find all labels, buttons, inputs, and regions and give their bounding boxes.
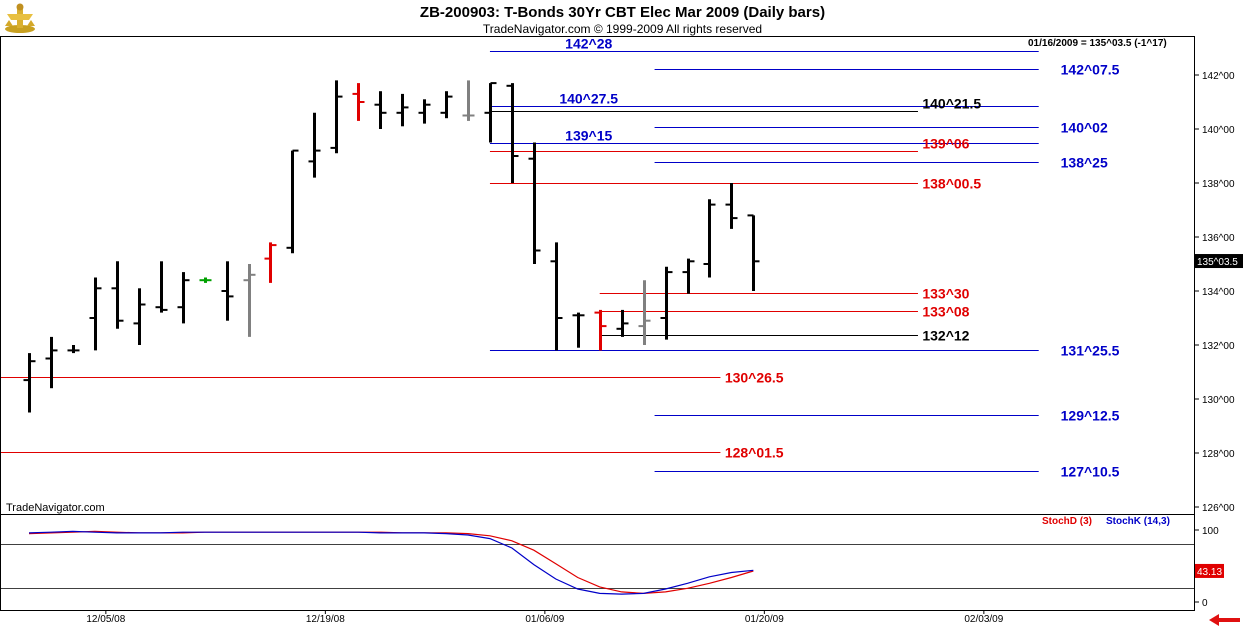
date-tick-label: 12/05/08 <box>86 614 125 625</box>
last-price-info: 01/16/2009 = 135^03.5 (-1^17) <box>1028 38 1167 49</box>
price-axis: 142^00 140^00 138^00 136^00 134^00 132^00 130^… <box>1194 71 1243 514</box>
watermark-label: TradeNavigator.com <box>6 502 105 514</box>
level-label: 140^27.5 <box>559 91 618 107</box>
ohlc-bar <box>352 83 365 121</box>
ohlc-bar <box>45 336 58 389</box>
ohlc-bar <box>528 142 541 264</box>
stoch-value-label: 43.13 <box>1197 567 1222 578</box>
level-label: 139^06 <box>922 136 969 152</box>
chart-title: ZB-200903: T-Bonds 30Yr CBT Elec Mar 200… <box>419 4 826 21</box>
ohlc-bar <box>396 93 409 127</box>
legend-stochk: StochK (14,3) <box>1106 516 1170 527</box>
date-tick-label: 01/06/09 <box>525 614 564 625</box>
ohlc-bar <box>264 242 277 283</box>
ohlc-bar <box>638 280 651 345</box>
level-lines-group: 142^28 142^07.5 140^27.5 140^21.5 140^02 139^… <box>1 36 1120 480</box>
last-price-label: 135^03.5 <box>1197 257 1238 268</box>
level-label: 131^25.5 <box>1061 343 1120 359</box>
ohlc-bar <box>23 353 36 413</box>
ohlc-bar <box>462 80 475 121</box>
price-tick-label: 142^00 <box>1202 71 1235 82</box>
ohlc-bar <box>747 214 760 291</box>
date-tick-label: 12/19/08 <box>306 614 345 625</box>
level-label: 129^12.5 <box>1061 408 1120 424</box>
level-label: 142^28 <box>565 36 612 52</box>
ohlc-bar <box>155 261 168 313</box>
ohlc-bar <box>243 264 256 337</box>
price-tick-label: 140^00 <box>1202 125 1235 136</box>
stochastic-legend: StochD (3) StochK (14,3) <box>1042 516 1170 527</box>
price-tick-label: 136^00 <box>1202 233 1235 244</box>
level-label: 138^25 <box>1061 155 1108 171</box>
stoch-tick-label: 0 <box>1202 598 1208 609</box>
last-price-marker <box>1195 254 1243 269</box>
ohlc-bar <box>67 345 80 354</box>
stochd-line <box>28 530 754 595</box>
chart-subtitle: TradeNavigator.com © 1999-2009 All right… <box>482 22 763 36</box>
ohlc-bar <box>221 261 234 321</box>
ohlc-bar <box>572 312 585 348</box>
ohlc-bar <box>418 99 431 124</box>
price-tick-label: 132^00 <box>1202 341 1235 352</box>
ohlc-bar <box>330 80 343 154</box>
ohlc-bar <box>286 149 299 254</box>
ohlc-bar <box>440 91 453 119</box>
legend-stochd: StochD (3) <box>1042 516 1092 527</box>
level-label: 138^00.5 <box>922 176 981 192</box>
ohlc-bar <box>594 309 607 351</box>
stochastic-panel: 100 0 43.13 <box>1 526 1224 609</box>
ohlc-bar <box>484 82 497 143</box>
ohlc-bar <box>616 309 629 337</box>
ohlc-bar <box>177 272 190 324</box>
price-tick-label: 130^00 <box>1202 395 1235 406</box>
price-tick-label: 138^00 <box>1202 179 1235 190</box>
price-tick-label: 134^00 <box>1202 287 1235 298</box>
ohlc-bar <box>660 266 673 340</box>
ohlc-bar <box>374 91 387 129</box>
level-label: 132^12 <box>922 328 969 344</box>
level-label: 140^02 <box>1061 120 1108 136</box>
ohlc-bar <box>550 242 563 351</box>
ohlc-bar <box>308 112 321 178</box>
level-label: 130^26.5 <box>725 370 784 386</box>
ohlc-bar <box>682 258 695 294</box>
scroll-left-arrow-icon[interactable] <box>1209 614 1240 626</box>
ohlc-bar <box>133 288 146 345</box>
level-label: 133^30 <box>922 286 969 302</box>
level-label: 139^15 <box>565 128 612 144</box>
price-bars-group <box>23 80 760 413</box>
price-tick-label: 126^00 <box>1202 503 1235 514</box>
ohlc-bar <box>725 183 738 229</box>
stoch-value-marker <box>1195 563 1224 578</box>
level-label: 133^08 <box>922 304 969 320</box>
stochk-line <box>28 530 754 595</box>
date-axis: 12/05/08 12/19/08 01/06/09 01/20/09 02/03/09 <box>86 610 1004 625</box>
level-label: 140^21.5 <box>922 96 981 112</box>
panel-frames <box>0 36 1195 611</box>
level-label: 128^01.5 <box>725 445 784 461</box>
level-label: 127^10.5 <box>1061 464 1120 480</box>
ohlc-bar <box>199 277 212 283</box>
ohlc-bar <box>111 261 124 329</box>
price-tick-label: 128^00 <box>1202 449 1235 460</box>
stoch-tick-label: 100 <box>1202 526 1219 537</box>
ohlc-bar <box>703 199 716 278</box>
ohlc-bar <box>89 277 102 351</box>
date-tick-label: 01/20/09 <box>745 614 784 625</box>
ohlc-bar <box>506 83 519 183</box>
level-label: 142^07.5 <box>1061 62 1120 78</box>
trade-navigator-logo-icon <box>5 3 35 33</box>
date-tick-label: 02/03/09 <box>964 614 1003 625</box>
